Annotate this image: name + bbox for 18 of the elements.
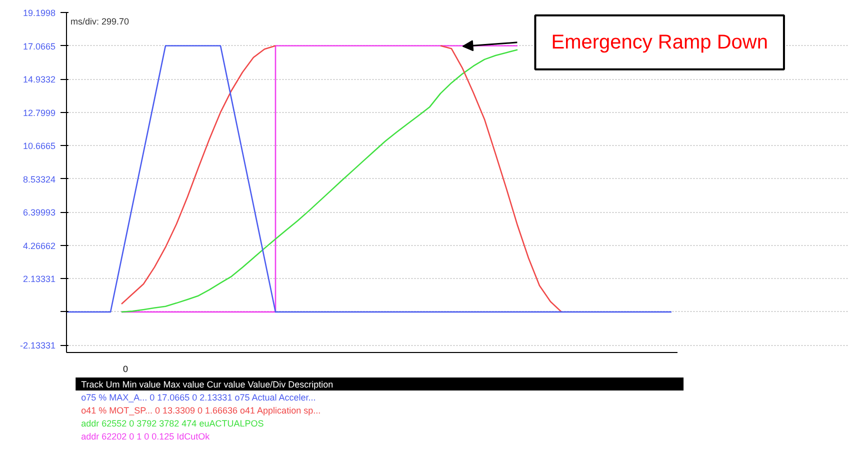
y-tick-label: 19.1998 [22, 8, 56, 18]
y-tick-label: 12.7999 [22, 108, 56, 118]
y-tick-label: 8.53324 [22, 174, 56, 184]
y-tick-label: 14.9332 [22, 74, 56, 85]
annotation: ms/div: 299.70 [70, 16, 130, 26]
text: 0 [123, 364, 128, 374]
text: addr 62202 0 1 0 0.125 IdCutOk [81, 432, 210, 442]
y-tick-label: 6.39993 [22, 208, 56, 218]
text: Track Um Min value Max value Cur value Value/Div Description [81, 380, 334, 390]
text: o75 % MAX_A... 0 17.0665 0 2.13331 o75 Actual Acceler... [81, 392, 316, 402]
text: addr 62552 0 3792 3782 474 euACTUALPOS [81, 418, 264, 428]
y-tick-label: -2.13331 [20, 340, 56, 351]
y-tick-label: 2.13331 [22, 274, 56, 284]
y-tick-label: 10.6665 [22, 141, 56, 152]
text: o41 % MOT_SP... 0 13.3309 0 1.66636 o41 Application sp... [81, 406, 321, 416]
y-tick-label: 17.0665 [22, 41, 56, 52]
annotation: Emergency Ramp Down [551, 31, 768, 54]
y-tick-label: 4.26662 [22, 240, 56, 251]
